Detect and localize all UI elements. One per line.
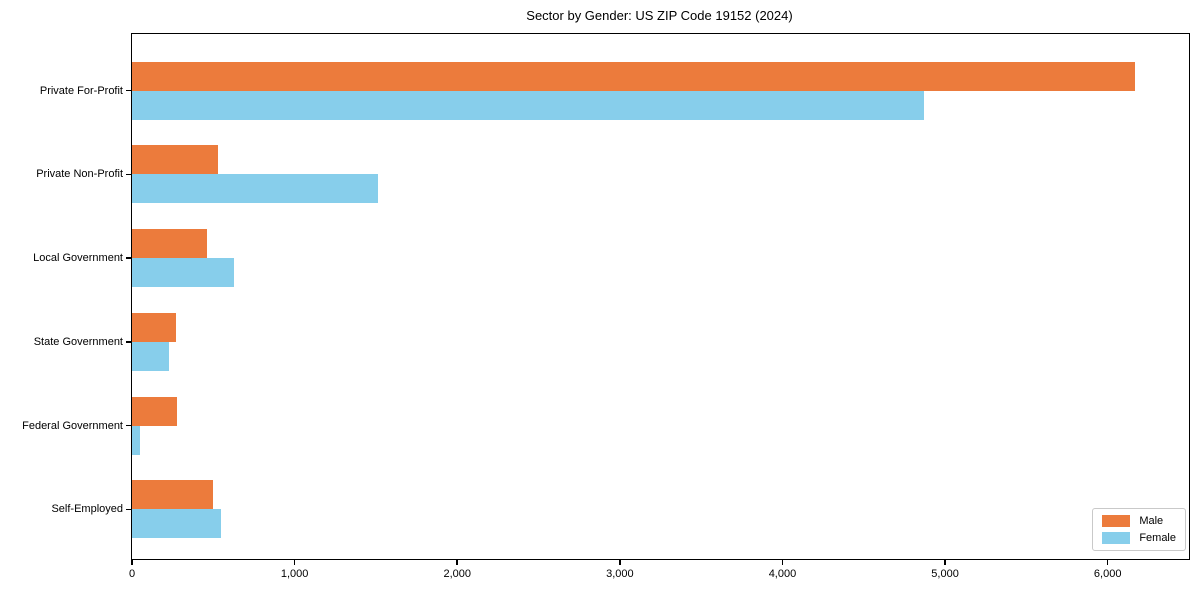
legend: Male Female — [1092, 508, 1186, 551]
xtick-label-2-000: 2,000 — [443, 568, 471, 580]
plot-area: Male Female Private For-Profit Private Non… — [22, 33, 1190, 580]
xtick-mark-3-000 — [619, 559, 621, 565]
xtick-label-6-000: 6,000 — [1093, 568, 1122, 580]
bar-female-self-employed — [132, 509, 222, 539]
xtick-label-0: 0 — [128, 568, 136, 580]
xtick-label-1-000: 1,000 — [280, 568, 309, 580]
ytick-label-private-non-profit: Private Non-Profit — [36, 168, 123, 181]
ytick-label-local-government: Local Government — [33, 252, 123, 264]
ytick-label-private-for-profit: Private For-Profit — [39, 84, 123, 97]
bar-male-private-non-profit — [132, 145, 219, 175]
legend-swatch-male — [1102, 515, 1131, 527]
ytick-label-self-employed: Self-Employed — [51, 503, 123, 516]
chart-title: Sector by Gender: US ZIP Code 19152 (202… — [526, 8, 793, 23]
bar-female-federal-government — [132, 425, 141, 455]
xtick-label-3-000: 3,000 — [606, 568, 634, 580]
bar-female-local-government — [132, 258, 234, 287]
legend-entry-male: Male — [1102, 515, 1176, 527]
xtick-mark-6-000 — [1106, 559, 1109, 565]
ytick-mark-private-for-profit — [126, 89, 132, 92]
bar-male-private-for-profit — [132, 61, 1136, 91]
ytick-label-state-government: State Government — [33, 335, 123, 348]
legend-label-female: Female — [1139, 532, 1176, 544]
ytick-mark-private-non-profit — [126, 173, 132, 175]
ytick-mark-local-government — [126, 257, 132, 259]
xtick-label-4-000: 4,000 — [768, 568, 797, 580]
xtick-mark-2-000 — [456, 559, 458, 565]
legend-entry-female: Female — [1102, 532, 1176, 544]
bar-male-state-government — [132, 312, 176, 342]
ytick-mark-federal-government — [126, 424, 132, 427]
ytick-label-federal-government: Federal Government — [22, 419, 123, 432]
bar-female-private-for-profit — [132, 90, 924, 120]
bar-female-state-government — [132, 341, 169, 371]
bar-female-private-non-profit — [132, 174, 378, 204]
xtick-mark-0 — [131, 559, 133, 565]
bar-male-self-employed — [132, 480, 214, 510]
ytick-mark-self-employed — [126, 508, 132, 510]
xtick-mark-1-000 — [293, 559, 296, 565]
ytick-mark-state-government — [126, 341, 132, 343]
xtick-label-5-000: 5,000 — [931, 568, 959, 580]
xtick-mark-5-000 — [944, 559, 946, 565]
bar-male-local-government — [132, 229, 207, 258]
legend-swatch-female — [1102, 532, 1131, 544]
xtick-mark-4-000 — [781, 559, 784, 565]
legend-label-male: Male — [1139, 515, 1164, 527]
bar-male-federal-government — [132, 396, 177, 426]
